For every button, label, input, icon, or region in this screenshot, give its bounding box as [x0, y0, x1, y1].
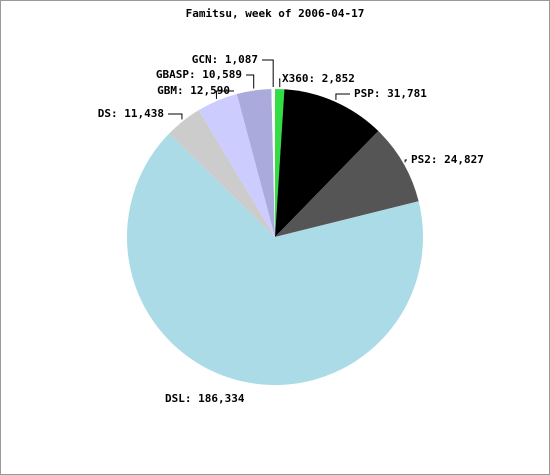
leader-line — [246, 74, 255, 89]
pie-slice — [275, 89, 285, 237]
leader-line — [168, 113, 183, 120]
data-label: GBM: 12,590 — [157, 84, 230, 97]
pie-slice — [275, 89, 379, 237]
data-label: PS2: 24,827 — [411, 153, 484, 166]
data-label: DSL: 186,334 — [165, 392, 245, 405]
leader-line — [215, 90, 234, 99]
data-label: X360: 2,852 — [282, 72, 355, 85]
leader-line — [279, 78, 281, 88]
leader-line — [404, 159, 407, 163]
data-label: GCN: 1,087 — [192, 53, 258, 66]
pie-slice — [169, 110, 275, 237]
chart-title: Famitsu, week of 2006-04-17 — [186, 7, 365, 20]
pie-slice — [198, 93, 275, 237]
data-label: DS: 11,438 — [98, 107, 164, 120]
pie-slice — [236, 89, 275, 238]
data-label: GBASP: 10,589 — [156, 68, 242, 81]
pie-slice — [275, 131, 419, 237]
data-label: PSP: 31,781 — [354, 87, 427, 100]
pie-slice — [126, 133, 423, 385]
leader-line — [335, 93, 350, 100]
leader-line — [262, 59, 274, 88]
pie-slice — [271, 89, 275, 237]
